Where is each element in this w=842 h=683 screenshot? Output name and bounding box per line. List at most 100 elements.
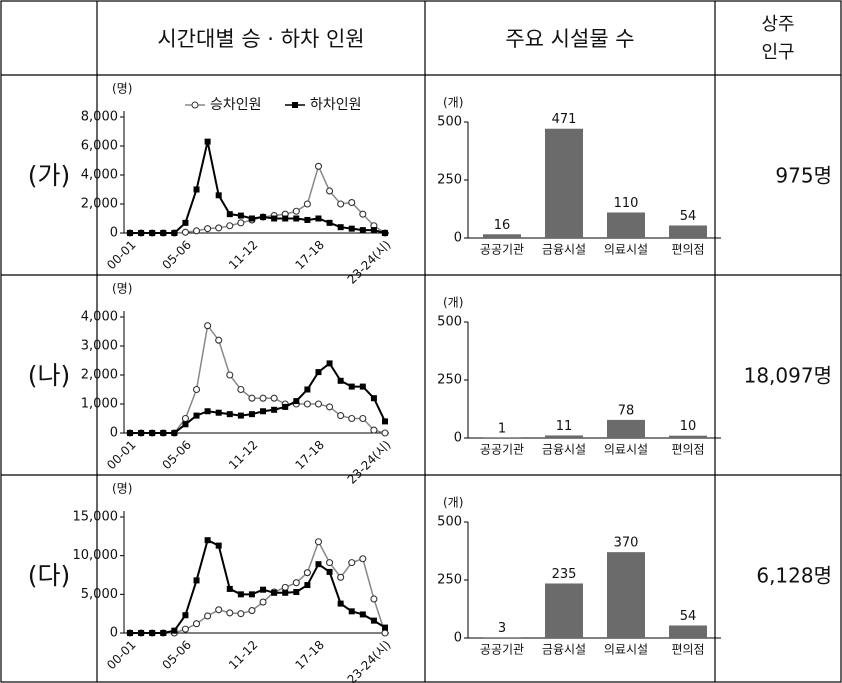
marker <box>171 230 178 236</box>
marker <box>160 430 167 436</box>
marker <box>326 568 333 575</box>
marker <box>337 600 344 607</box>
marker <box>226 585 233 592</box>
marker <box>182 421 189 428</box>
x-tick-label: 11-12 <box>226 638 261 673</box>
marker <box>348 199 356 207</box>
x-tick-label: 금융시설 <box>542 243 586 257</box>
marker <box>204 612 212 620</box>
x-tick-label: 공공기관 <box>480 443 524 457</box>
row-label: (가) <box>28 161 71 190</box>
x-tick-label: 05-06 <box>159 638 194 673</box>
marker <box>193 186 200 193</box>
value-label: 471 <box>552 112 577 127</box>
marker <box>237 219 245 227</box>
value-label: 110 <box>614 196 639 211</box>
y-tick-label: 250 <box>437 373 462 388</box>
population: 18,097명 <box>744 364 832 388</box>
marker <box>193 412 200 419</box>
bar <box>545 583 583 638</box>
bar <box>483 637 521 638</box>
series-line <box>130 539 386 634</box>
marker <box>193 577 200 584</box>
header-text: 상주 <box>761 14 794 35</box>
marker <box>226 222 234 230</box>
y-unit: (개) <box>443 496 463 510</box>
marker <box>304 582 311 589</box>
y-unit: (개) <box>443 296 463 310</box>
marker <box>181 625 189 633</box>
marker <box>382 624 388 631</box>
y-unit: (명) <box>112 482 132 496</box>
marker <box>304 386 311 393</box>
population: 6,128명 <box>756 564 832 588</box>
marker <box>204 225 212 233</box>
marker <box>204 537 211 544</box>
y-tick-label: 0 <box>110 226 118 241</box>
marker <box>237 610 245 618</box>
x-tick-label: 23-24(시) <box>345 238 394 287</box>
marker <box>192 385 201 394</box>
marker <box>182 612 189 619</box>
legend-label: 하차인원 <box>310 97 362 113</box>
bar <box>669 625 707 638</box>
marker <box>326 360 333 367</box>
x-tick-label: 의료시설 <box>604 643 648 657</box>
y-tick-label: 250 <box>437 573 462 588</box>
y-tick-label: 250 <box>437 173 462 188</box>
bar <box>669 225 707 238</box>
marker <box>303 200 311 208</box>
header-text: 인구 <box>761 42 794 63</box>
series-line <box>130 164 386 234</box>
marker <box>359 227 366 234</box>
x-tick-label: 금융시설 <box>542 643 586 657</box>
value-label: 1 <box>498 421 506 436</box>
marker <box>182 219 189 226</box>
value-label: 54 <box>680 609 697 624</box>
marker <box>149 430 156 436</box>
bar <box>545 128 583 238</box>
x-tick-label: 17-18 <box>293 238 328 273</box>
y-tick-label: 10,000 <box>73 548 119 563</box>
y-tick-label: 3,000 <box>81 339 118 354</box>
marker <box>359 383 366 390</box>
x-tick-label: 편의점 <box>671 443 704 457</box>
marker <box>226 371 234 379</box>
marker <box>326 559 334 567</box>
marker <box>370 395 377 402</box>
bar <box>483 234 521 238</box>
marker <box>215 192 222 199</box>
marker <box>293 589 300 596</box>
marker <box>303 569 311 577</box>
marker <box>226 609 234 617</box>
marker <box>149 630 156 636</box>
bar <box>607 212 645 238</box>
marker <box>192 227 201 235</box>
y-tick-label: 4,000 <box>81 310 118 325</box>
marker <box>271 215 278 222</box>
legend-marker <box>292 102 298 108</box>
x-tick-label: 05-06 <box>159 438 194 473</box>
x-tick-label: 17-18 <box>293 638 328 673</box>
x-tick-label: 금융시설 <box>542 443 586 457</box>
value-label: 3 <box>498 621 506 636</box>
x-tick-label: 23-24(시) <box>345 638 394 683</box>
marker <box>226 411 233 418</box>
marker <box>215 224 223 232</box>
x-tick-label: 05-06 <box>159 238 194 273</box>
x-tick-label: 의료시설 <box>604 443 648 457</box>
value-label: 370 <box>614 536 639 551</box>
marker <box>181 414 189 423</box>
marker <box>204 138 211 145</box>
marker <box>304 216 311 223</box>
header-text: 주요 시설물 수 <box>505 27 634 51</box>
marker <box>314 162 323 170</box>
y-tick-label: 5,000 <box>81 587 118 602</box>
marker <box>282 589 289 596</box>
marker <box>359 210 367 218</box>
marker <box>315 215 322 222</box>
marker <box>192 620 201 628</box>
marker <box>171 627 178 634</box>
marker <box>215 606 223 614</box>
